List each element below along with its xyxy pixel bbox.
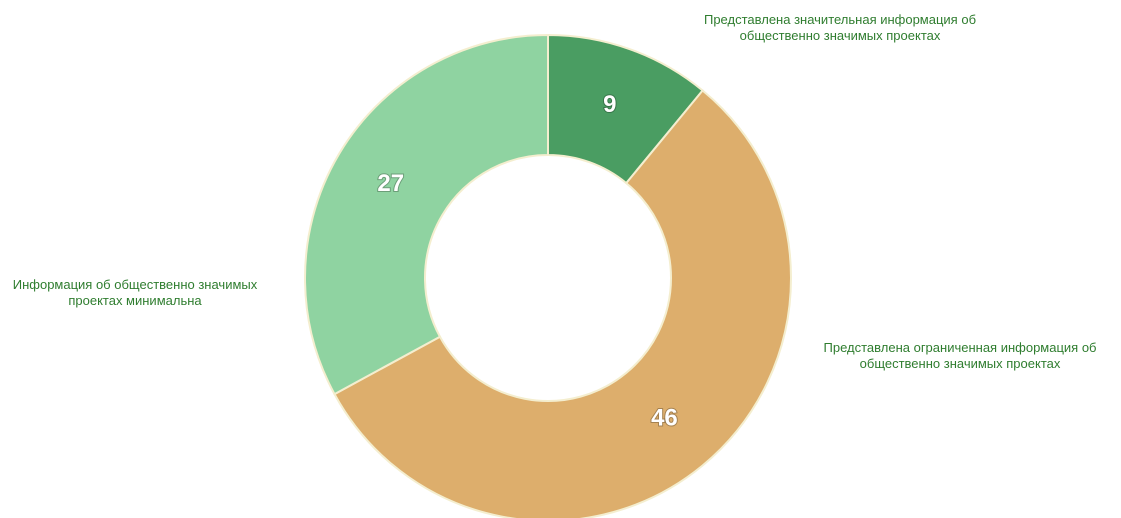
slice-label: Представлена значительная информация об … (703, 12, 977, 43)
slice (304, 33, 549, 396)
value-label: 46 (651, 405, 678, 432)
slice (333, 89, 792, 518)
value-label: 27 (377, 170, 404, 197)
value-label: 9 (603, 91, 616, 118)
slice-label: Представлена ограниченная информация об … (823, 340, 1097, 371)
slice-label: Информация об общественно значимых проек… (12, 277, 258, 308)
